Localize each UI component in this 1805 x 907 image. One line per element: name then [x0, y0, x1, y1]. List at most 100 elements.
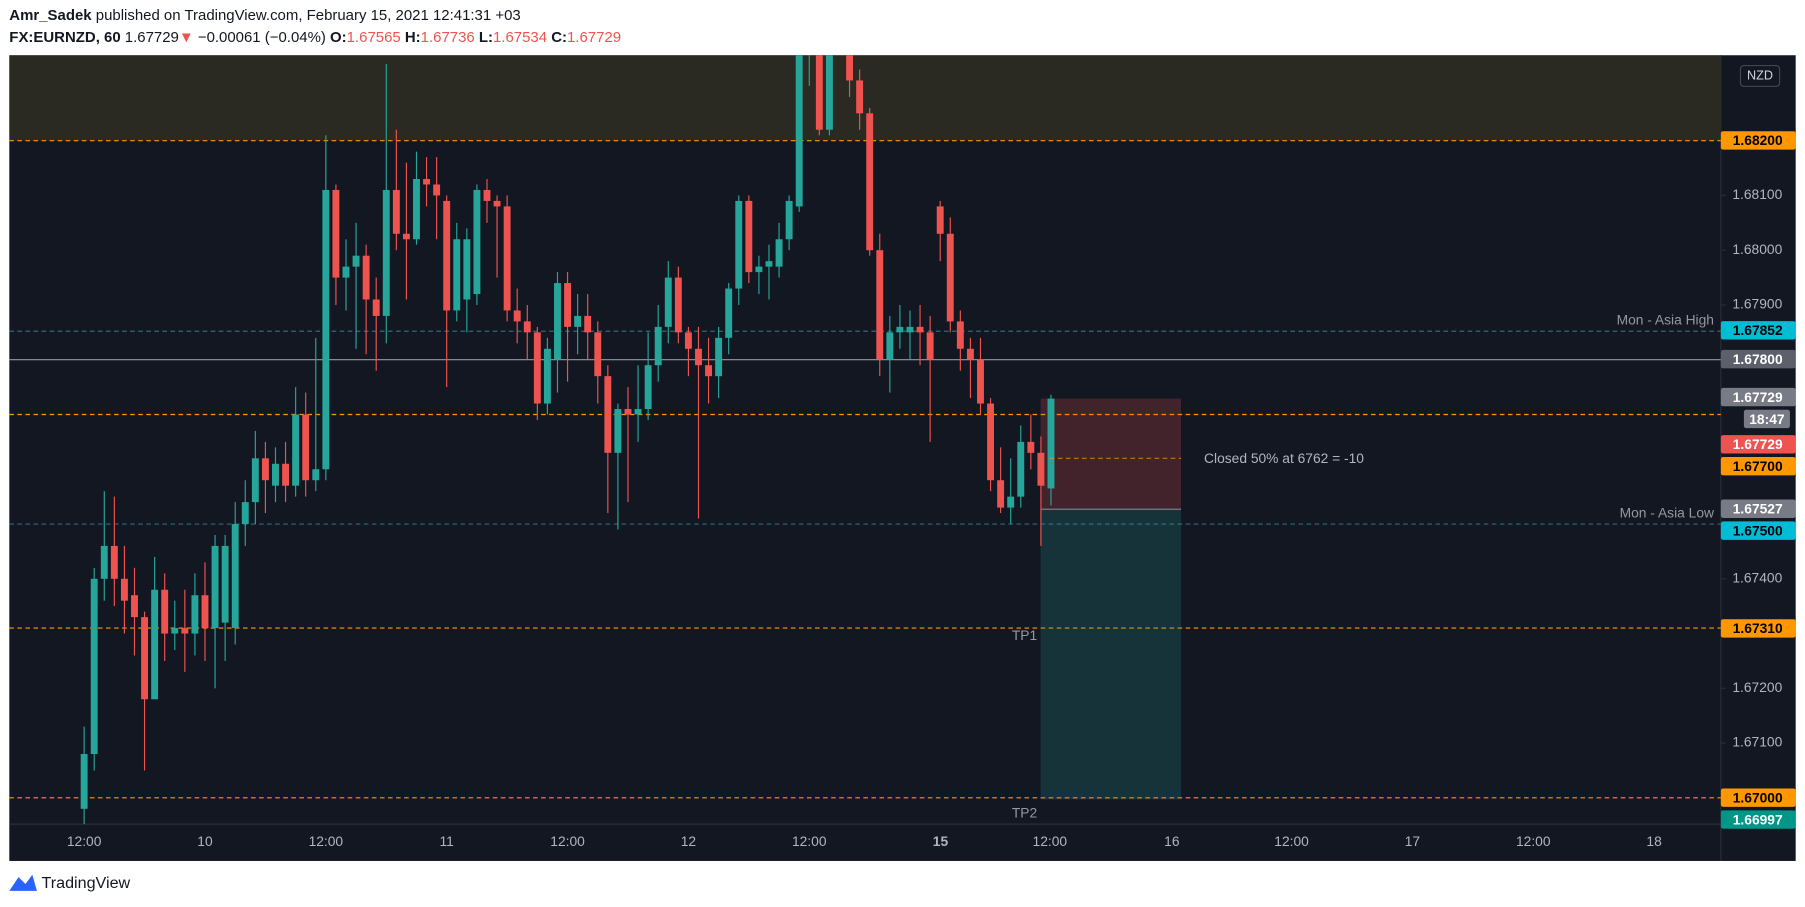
- candle-body: [282, 463, 290, 486]
- x-tick-label: 18: [1646, 833, 1662, 849]
- low: 1.67534: [493, 29, 547, 46]
- x-tick-label: 12:00: [1516, 833, 1551, 849]
- h-label: H:: [405, 29, 421, 46]
- candle-body: [382, 189, 390, 316]
- candle-body: [493, 200, 501, 207]
- candle-body: [100, 545, 108, 579]
- o-label: O:: [330, 29, 347, 46]
- candle-body: [483, 189, 491, 201]
- candle-body: [946, 233, 954, 322]
- arrow: ▼: [179, 29, 194, 46]
- price-tag: [1720, 131, 1796, 150]
- y-tick-label: 1.67900: [1732, 296, 1782, 312]
- candle-body: [372, 299, 380, 316]
- logo-icon: [9, 874, 37, 891]
- price-tag-label: 1.67000: [1733, 789, 1783, 805]
- x-tick-label: 12: [681, 833, 696, 849]
- candle-body: [715, 337, 723, 377]
- x-tick-label: 12:00: [1274, 833, 1309, 849]
- candle-body: [261, 458, 269, 481]
- candle-body: [241, 502, 249, 525]
- candle-body: [775, 239, 783, 267]
- candle-body: [272, 463, 279, 486]
- candle-body: [684, 332, 692, 349]
- high: 1.67736: [421, 29, 475, 46]
- close: 1.67729: [567, 29, 621, 46]
- price-tag: [1720, 521, 1796, 540]
- publish-line: Amr_Sadek published on TradingView.com, …: [9, 7, 520, 24]
- symbol-line: FX:EURNZD, 60 1.67729▼ −0.00061 (−0.04%)…: [9, 29, 621, 46]
- candle-body: [735, 200, 743, 289]
- candle-body: [564, 283, 572, 327]
- currency-badge: [1739, 65, 1781, 87]
- candle-body: [725, 288, 733, 338]
- x-tick-label: 15: [933, 833, 949, 849]
- candle-body: [1007, 496, 1015, 508]
- candle-body: [292, 414, 300, 486]
- candle-body: [80, 754, 88, 809]
- candle-body: [332, 189, 340, 278]
- candle-body: [755, 266, 763, 273]
- candle-body: [392, 189, 400, 234]
- price-tag-label: 1.67310: [1733, 620, 1783, 636]
- open: 1.67565: [347, 29, 401, 46]
- candle-body: [705, 365, 713, 377]
- candle-body: [322, 189, 330, 470]
- candle-body: [876, 250, 884, 360]
- candle-body: [634, 409, 642, 415]
- candle-body: [513, 310, 521, 322]
- price-tag: [1743, 409, 1790, 429]
- candle-body: [695, 348, 702, 366]
- candle-body: [926, 332, 934, 360]
- x-tick-label: 12:00: [792, 833, 827, 849]
- price-tag-label: 18:47: [1749, 411, 1785, 427]
- y-tick-label: 1.68100: [1732, 186, 1782, 202]
- price-tag-label: 1.67729: [1733, 389, 1783, 405]
- price-tag: [1720, 456, 1796, 476]
- price-tag: [1720, 435, 1796, 454]
- candle-body: [433, 184, 441, 196]
- last: 1.67729: [125, 29, 179, 46]
- y-tick-label: 1.67200: [1732, 679, 1782, 695]
- candle-body: [765, 261, 773, 267]
- candle-body: [413, 179, 420, 240]
- candle-body: [161, 589, 169, 634]
- price-tag-label: 1.67700: [1733, 458, 1783, 474]
- price-axis: 1.67100 1.67200 1.67400 1.67900 1.68000 1.681…: [1720, 65, 1796, 829]
- stop-zone: [1040, 398, 1182, 510]
- candle-body: [503, 206, 511, 311]
- candle-body: [463, 239, 471, 300]
- candle-body: [90, 578, 98, 755]
- candle-body: [825, 55, 833, 130]
- price-tag: [1720, 788, 1796, 807]
- candle-body: [584, 315, 592, 333]
- candle-body: [453, 239, 461, 311]
- plot-area: Mon - Asia High Mon - Asia Low Closed 50% …: [9, 55, 1721, 825]
- candle-body: [624, 409, 632, 415]
- chart-background: [9, 55, 1796, 861]
- candle-body: [644, 365, 652, 410]
- candle-body: [302, 414, 310, 481]
- x-tick-label: 17: [1405, 833, 1420, 849]
- candle-body: [120, 578, 128, 601]
- price-tag: [1720, 619, 1796, 638]
- candle-body: [846, 55, 854, 81]
- candle-body: [362, 255, 370, 300]
- candle-body: [574, 315, 582, 327]
- x-tick-label: 12:00: [309, 833, 344, 849]
- candle-body: [191, 595, 199, 634]
- candle-body: [987, 403, 995, 481]
- price-tag: [1720, 387, 1796, 407]
- candle-body: [473, 189, 481, 295]
- candle-body: [171, 628, 179, 634]
- candle-body: [423, 179, 431, 185]
- candle-body: [674, 277, 682, 333]
- candle-body: [523, 321, 531, 333]
- author: Amr_Sadek: [9, 7, 92, 24]
- x-tick-label: 12:00: [67, 833, 102, 849]
- candle-body: [221, 545, 229, 623]
- candle-body: [352, 255, 360, 267]
- candle-body: [654, 326, 662, 366]
- candle-body: [795, 55, 803, 207]
